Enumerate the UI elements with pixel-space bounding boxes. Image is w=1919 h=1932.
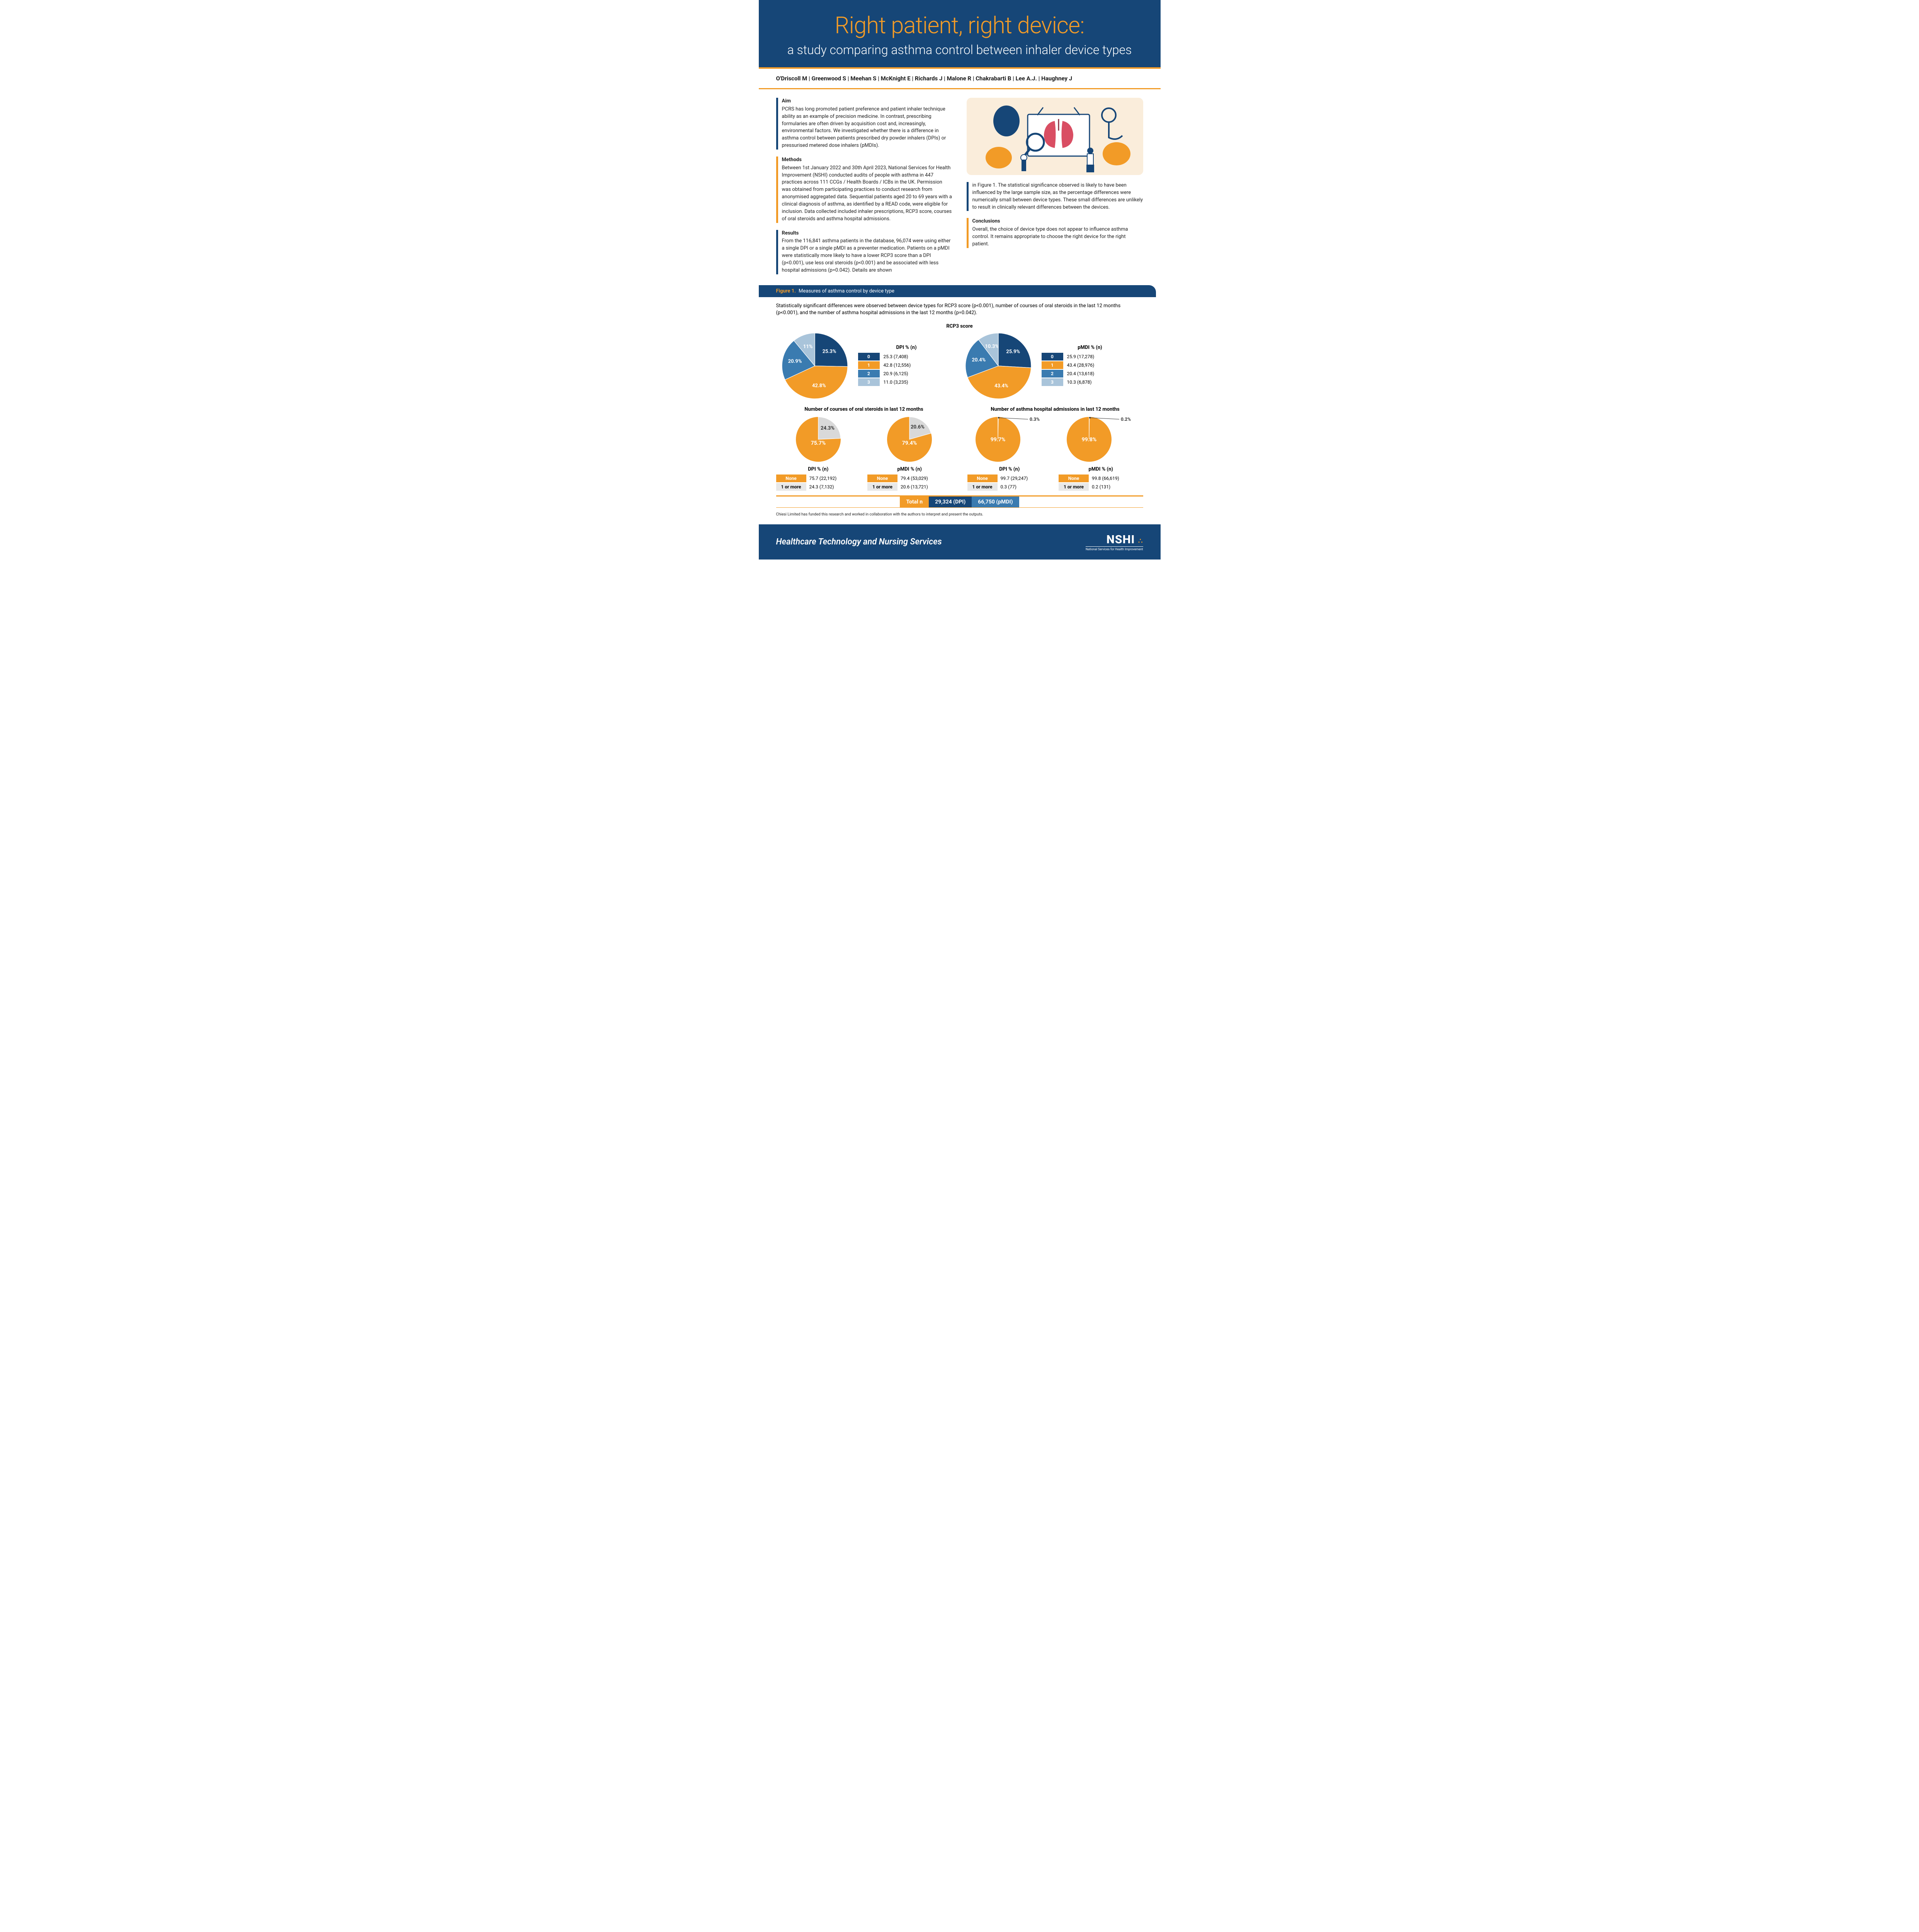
results-heading: Results xyxy=(782,230,953,237)
results-cont-text: in Figure 1. The statistical significanc… xyxy=(972,182,1143,211)
author-list: O'Driscoll M | Greenwood S | Meehan S | … xyxy=(759,69,1161,89)
admissions-title: Number of asthma hospital admissions in … xyxy=(967,406,1143,412)
svg-text:75.7%: 75.7% xyxy=(811,440,826,446)
conclusions-heading: Conclusions xyxy=(972,218,1143,225)
total-dpi: 29,324 (DPI) xyxy=(929,497,972,507)
left-column: Aim PCRS has long promoted patient prefe… xyxy=(776,98,953,281)
svg-text:79.4%: 79.4% xyxy=(902,440,917,446)
methods-heading: Methods xyxy=(782,156,953,164)
svg-text:0.3%: 0.3% xyxy=(1030,417,1040,422)
bottom-halves: Number of courses of oral steroids in la… xyxy=(776,401,1143,492)
nshi-logo-sub: National Services for Health Improvement xyxy=(1086,546,1143,551)
total-label: Total n xyxy=(900,497,929,507)
admissions-dpi: 0.3%99.7%DPI % (n)None99.7 (29,247)1 or … xyxy=(967,415,1052,492)
svg-text:43.4%: 43.4% xyxy=(994,383,1008,389)
steroids-pmdi: 20.6%79.4%pMDI % (n)None79.4 (53,029)1 o… xyxy=(867,415,952,492)
methods-section: Methods Between 1st January 2022 and 30t… xyxy=(776,156,953,223)
svg-text:42.8%: 42.8% xyxy=(812,383,826,389)
footer-tagline: Healthcare Technology and Nursing Servic… xyxy=(776,537,942,547)
steroids-title: Number of courses of oral steroids in la… xyxy=(776,406,952,412)
results-text: From the 116,841 asthma patients in the … xyxy=(782,238,953,274)
total-pmdi: 66,750 (pMDI) xyxy=(972,497,1019,507)
rcp3-title: RCP3 score xyxy=(776,323,1143,329)
rcp3-dpi-pie: 25.3% 42.8% 20.9% 11% xyxy=(776,331,853,401)
results-section: Results From the 116,841 asthma patients… xyxy=(776,230,953,274)
svg-text:99.7%: 99.7% xyxy=(990,437,1005,443)
svg-text:25.3%: 25.3% xyxy=(822,349,836,354)
aim-text: PCRS has long promoted patient preferenc… xyxy=(782,106,953,150)
poster-subtitle: a study comparing asthma control between… xyxy=(776,42,1143,58)
svg-text:20.6%: 20.6% xyxy=(911,424,925,430)
svg-text:10.3%: 10.3% xyxy=(985,344,999,349)
svg-text:20.4%: 20.4% xyxy=(972,357,986,363)
right-column: in Figure 1. The statistical significanc… xyxy=(967,98,1143,281)
aim-section: Aim PCRS has long promoted patient prefe… xyxy=(776,98,953,150)
funding-note: Chiesi Limited has funded this research … xyxy=(759,508,1161,524)
rcp3-pmdi-table: pMDI % (n) 025.9 (17,278)143.4 (28,976)2… xyxy=(1037,345,1143,387)
svg-text:25.9%: 25.9% xyxy=(1006,349,1020,355)
figure-label: Figure 1. xyxy=(776,288,796,294)
svg-text:11%: 11% xyxy=(803,344,812,350)
header: Right patient, right device: a study com… xyxy=(759,0,1161,67)
rcp3-row: 25.3% 42.8% 20.9% 11% DPI % (n) 025.3 (7,40… xyxy=(776,331,1143,401)
figure-title: Measures of asthma control by device typ… xyxy=(799,288,894,294)
conclusions-section: Conclusions Overall, the choice of devic… xyxy=(967,218,1143,248)
lungs-illustration xyxy=(967,98,1143,175)
admissions-pmdi: 0.2%99.8%pMDI % (n)None99.8 (66,619)1 or… xyxy=(1059,415,1143,492)
nshi-logo: NSHI ∴ National Services for Health Impr… xyxy=(1086,533,1143,551)
dpi-header: DPI % (n) xyxy=(858,345,955,350)
methods-text: Between 1st January 2022 and 30th April … xyxy=(782,165,953,223)
svg-text:24.3%: 24.3% xyxy=(821,425,835,431)
footer: Healthcare Technology and Nursing Servic… xyxy=(759,524,1161,560)
rcp3-dpi-table: DPI % (n) 025.3 (7,408)142.8 (12,556)220… xyxy=(853,345,960,387)
results-cont-section: in Figure 1. The statistical significanc… xyxy=(967,182,1143,211)
steroids-dpi: 24.3%75.7%DPI % (n)None75.7 (22,192)1 or… xyxy=(776,415,861,492)
total-bar: Total n 29,324 (DPI) 66,750 (pMDI) xyxy=(776,495,1143,508)
svg-text:99.8%: 99.8% xyxy=(1082,437,1097,443)
figure-title-bar: Figure 1. Measures of asthma control by … xyxy=(759,285,1156,297)
charts-area: RCP3 score 25.3% 42.8% 20.9% 11% DPI % (n) … xyxy=(759,319,1161,492)
figure-caption: Statistically significant differences we… xyxy=(759,297,1161,319)
svg-text:0.2%: 0.2% xyxy=(1121,417,1131,422)
main-columns: Aim PCRS has long promoted patient prefe… xyxy=(759,89,1161,285)
svg-text:20.9%: 20.9% xyxy=(788,359,802,364)
pmdi-header: pMDI % (n) xyxy=(1042,345,1139,350)
nshi-logo-text: NSHI ∴ xyxy=(1086,533,1143,546)
rcp3-pmdi-pie: 25.9% 43.4% 20.4% 10.3% xyxy=(960,331,1037,401)
conclusions-text: Overall, the choice of device type does … xyxy=(972,226,1143,248)
aim-heading: Aim xyxy=(782,98,953,105)
poster-title: Right patient, right device: xyxy=(776,12,1143,39)
